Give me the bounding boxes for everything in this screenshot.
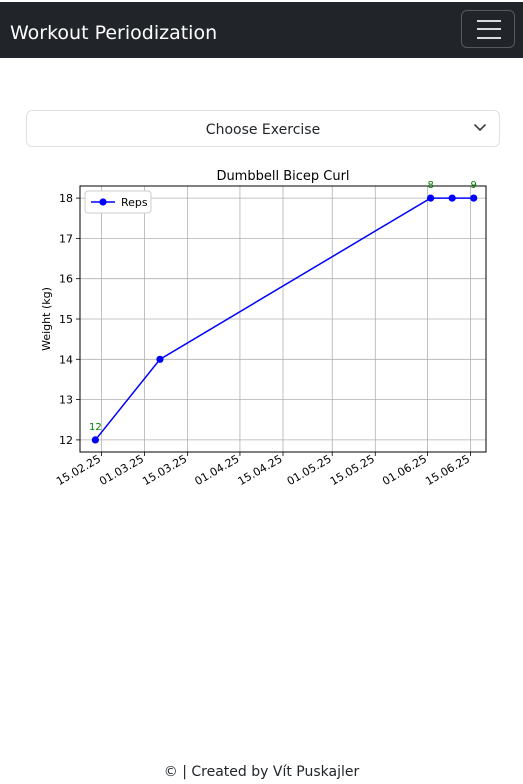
- x-tick-label: 15.05.25: [328, 452, 377, 488]
- data-point-annotation: 8: [427, 180, 433, 191]
- legend-box: [84, 190, 152, 214]
- legend-entry-label: Reps: [121, 196, 148, 209]
- x-tick-label: 15.03.25: [140, 452, 189, 488]
- x-tick-label: 01.03.25: [97, 452, 146, 488]
- data-point: [156, 355, 164, 363]
- data-point: [427, 194, 435, 202]
- data-point: [470, 194, 478, 202]
- x-tick-label: 15.02.25: [54, 452, 103, 488]
- exercise-select-value: Choose Exercise: [205, 122, 321, 138]
- y-axis-label: Weight (kg): [40, 287, 53, 351]
- footer-credits: © | Created by Vít Puskajler: [163, 764, 360, 780]
- data-point-annotation: 9: [471, 180, 477, 191]
- x-tick-label: 01.06.25: [380, 452, 429, 488]
- top-navbar: Workout Periodization: [0, 0, 523, 58]
- chart-title: Dumbbell Bicep Curl: [216, 169, 349, 184]
- y-tick-label: 17: [59, 232, 73, 245]
- data-point: [448, 194, 456, 202]
- app-brand[interactable]: Workout Periodization: [10, 22, 218, 44]
- x-tick-label: 01.05.25: [285, 452, 334, 488]
- y-tick-label: 16: [59, 273, 73, 286]
- y-tick-label: 14: [59, 353, 73, 366]
- hamburger-menu-icon-bar: [477, 37, 501, 39]
- chevron-down-icon: [474, 124, 486, 131]
- y-tick-label: 13: [59, 394, 73, 407]
- legend-marker-sample: [99, 198, 107, 206]
- data-point-annotation: 12: [89, 422, 102, 433]
- x-tick-label: 15.06.25: [423, 452, 472, 488]
- navbar-toggle-button[interactable]: [461, 10, 515, 48]
- y-tick-label: 18: [59, 192, 73, 205]
- data-point: [91, 436, 99, 444]
- hamburger-menu-icon-bar: [477, 28, 501, 30]
- y-tick-label: 12: [59, 434, 73, 447]
- hamburger-menu-icon: [477, 20, 501, 22]
- y-tick-label: 15: [59, 313, 73, 326]
- x-tick-label: 01.04.25: [193, 452, 242, 488]
- exercise-select[interactable]: Choose Exercise: [26, 110, 500, 147]
- x-tick-label: 15.04.25: [236, 452, 285, 488]
